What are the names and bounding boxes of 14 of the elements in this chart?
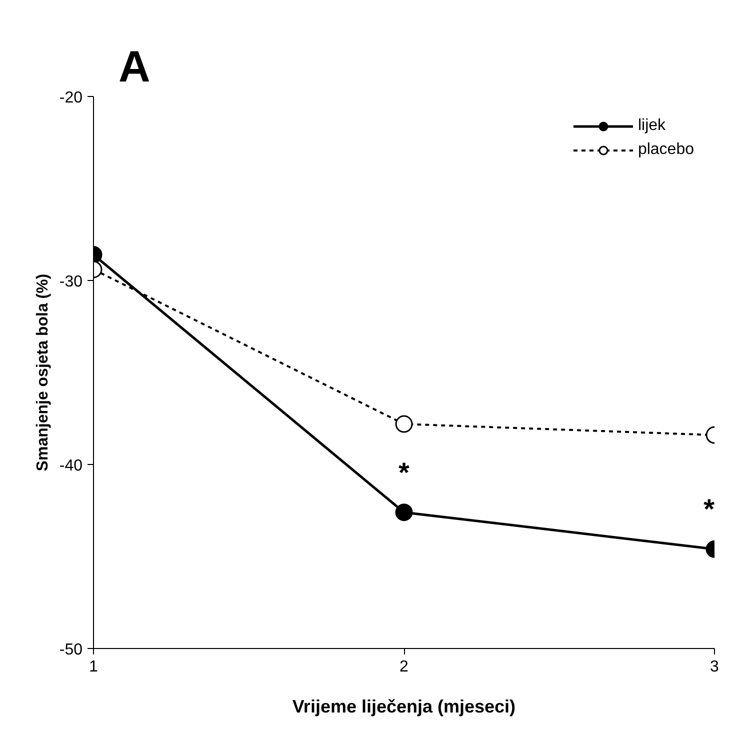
y-tick-label: -50 [59,642,83,658]
annotation: * [704,494,715,525]
x-axis-title: Vrijeme liječenja (mjeseci) [292,696,516,716]
legend-label: placebo [638,141,694,159]
chart-title: A [118,42,150,92]
x-tick-label: 3 [710,658,720,676]
annotation: * [398,456,410,488]
y-tick-label: -30 [59,274,83,290]
y-tick-label: -20 [59,90,83,106]
y-axis-title: Smanjenje osjeta bola (%) [34,274,52,472]
legend-label: lijek [638,117,666,135]
x-tick-label: 2 [400,658,409,676]
x-tick-label: 1 [89,658,98,676]
y-tick-label: -40 [59,458,83,474]
